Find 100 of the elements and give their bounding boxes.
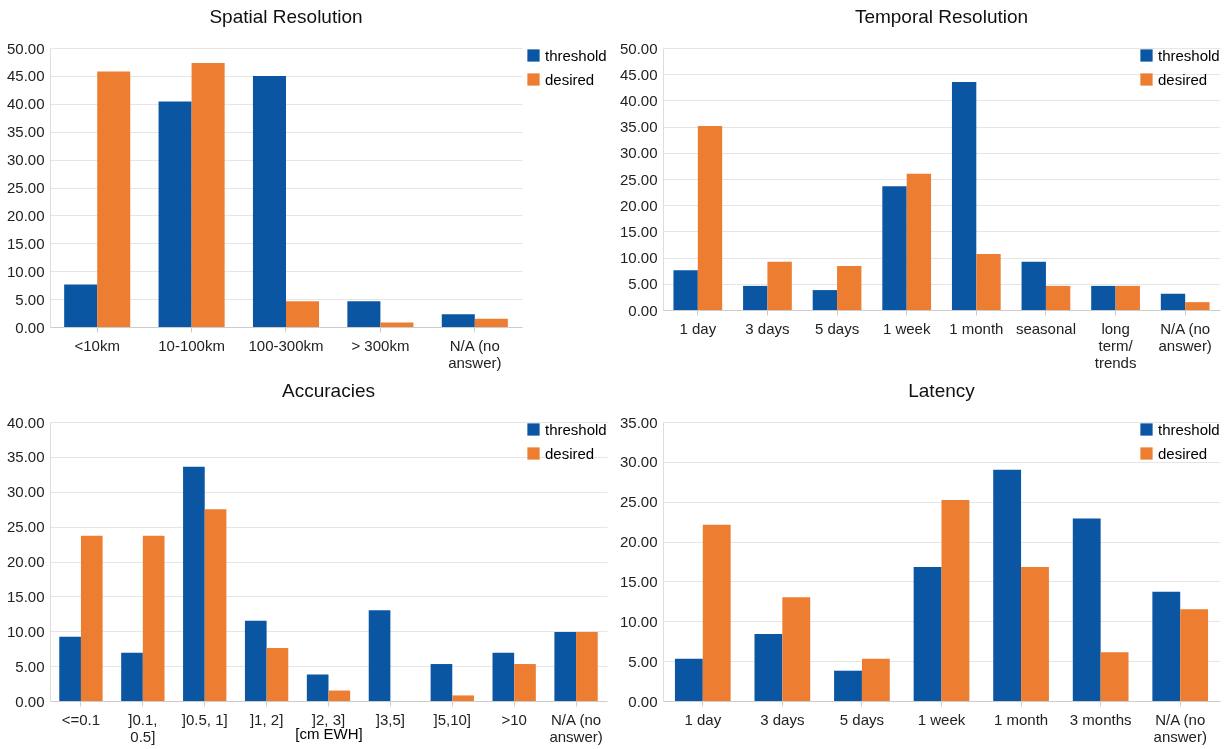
bar [286, 301, 320, 327]
bar [306, 674, 329, 701]
bar [1185, 302, 1210, 310]
bar [158, 101, 192, 327]
bar [834, 670, 862, 701]
legend-label: threshold [545, 46, 607, 64]
y-tick-label: 15.00 [619, 572, 658, 590]
y-tick-label: 25.00 [619, 170, 658, 188]
bar [1072, 518, 1101, 701]
y-tick-label: 15.00 [619, 222, 658, 240]
x-tick-label: 1 month [949, 319, 1004, 337]
bar [252, 75, 286, 327]
bar [266, 647, 289, 701]
bar [767, 261, 792, 310]
y-tick-label: 25.00 [6, 518, 45, 536]
x-tick-label: 3 days [745, 319, 790, 337]
y-tick-label: 50.00 [619, 39, 658, 57]
bar [812, 290, 838, 310]
legend-label: threshold [545, 420, 607, 438]
y-tick-label: 0.00 [628, 692, 658, 710]
bar [430, 664, 453, 701]
bar [1021, 261, 1046, 310]
bar [743, 285, 768, 310]
x-tick-label: seasonal [1015, 319, 1076, 337]
y-tick-label: 30.00 [6, 483, 45, 501]
bar [97, 71, 131, 327]
y-tick-label: 45.00 [6, 67, 45, 85]
legend-label: desired [545, 70, 595, 88]
x-tick-label: <=0.1 [61, 710, 101, 728]
x-tick-label: 3 months [1069, 710, 1132, 728]
y-tick-label: 25.00 [6, 179, 45, 196]
bar [204, 509, 227, 701]
bar [1091, 285, 1116, 310]
y-tick-label: 20.00 [619, 196, 658, 214]
y-tick-label: 45.00 [619, 65, 658, 83]
x-tick-label: <10km [74, 336, 120, 354]
bar [64, 284, 98, 327]
x-tick-label: 5 days [814, 319, 860, 337]
y-tick-label: 15.00 [6, 234, 45, 252]
x-tick-label: ]5,10] [433, 710, 472, 728]
y-tick-label: 20.00 [6, 206, 45, 224]
legend-label: threshold [1158, 420, 1220, 438]
bar [121, 652, 143, 701]
x-tick-label: ]3,5] [375, 710, 405, 728]
y-tick-label: 15.00 [6, 587, 45, 605]
x-tick-label: 5 days [839, 710, 885, 728]
y-tick-label: 35.00 [6, 448, 45, 466]
legend-label: desired [1158, 444, 1208, 462]
y-tick-label: 10.00 [619, 249, 658, 267]
bar [913, 567, 942, 701]
bar [837, 265, 862, 310]
y-tick-label: 5.00 [15, 290, 45, 308]
bar [452, 695, 474, 701]
bar [882, 186, 907, 310]
y-tick-label: 10.00 [6, 622, 45, 640]
y-tick-label: 0.00 [628, 301, 658, 319]
y-tick-label: 20.00 [6, 553, 45, 570]
bar [993, 469, 1022, 701]
bar [183, 466, 205, 701]
y-tick-label: 35.00 [619, 413, 658, 431]
bar [697, 126, 723, 310]
x-tick-label: 1 week [882, 319, 931, 337]
legend-label: desired [1158, 70, 1208, 88]
x-tick-label: ]1, 2] [249, 710, 284, 728]
y-tick-label: 50.00 [6, 39, 45, 57]
bar [554, 631, 577, 701]
chart-title: Latency [908, 380, 976, 401]
chart-title: Spatial Resolution [209, 6, 363, 27]
y-tick-label: 5.00 [628, 652, 658, 670]
y-tick-label: 20.00 [619, 533, 658, 551]
x-tick-label: 1 day [679, 319, 717, 337]
bar [861, 658, 890, 701]
x-tick-label: long term/ trends [1094, 319, 1137, 371]
x-tick-label: N/A (no answer) [1153, 710, 1207, 745]
x-tick-label: >10 [501, 710, 527, 728]
chart-title: Accuracies [282, 380, 375, 401]
bar [976, 253, 1001, 310]
x-tick-label: 100-300km [248, 336, 324, 354]
bar [702, 524, 731, 701]
chart-title: Temporal Resolution [854, 6, 1029, 27]
bar [244, 620, 267, 701]
bar [1045, 285, 1071, 310]
bar [441, 314, 475, 327]
bar [1160, 293, 1186, 310]
x-tick-label: N/A (no answer) [549, 710, 603, 745]
y-tick-label: 35.00 [619, 118, 658, 136]
x-tick-label: N/A (no answer) [1158, 319, 1212, 354]
bar [368, 610, 391, 701]
bar [474, 318, 508, 327]
bar [1180, 609, 1209, 701]
bar [380, 322, 414, 327]
x-tick-label: ]0.1, 0.5] [128, 710, 158, 745]
bar [328, 690, 351, 701]
x-tick-label: 1 day [684, 710, 722, 728]
y-tick-label: 40.00 [619, 91, 658, 109]
y-tick-label: 40.00 [6, 413, 45, 431]
bar [1021, 567, 1049, 701]
y-tick-label: 30.00 [6, 151, 45, 169]
bar [80, 535, 103, 701]
bar [492, 652, 515, 701]
